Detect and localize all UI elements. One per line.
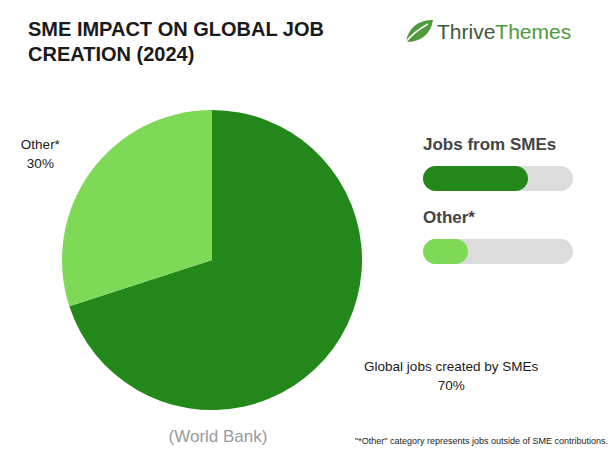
legend-entry: Other* (423, 208, 573, 264)
legend-label: Other* (423, 208, 475, 227)
legend-bar-fill (423, 166, 528, 191)
logo-leaf-vein (406, 24, 428, 42)
brand-part: Themes (495, 20, 571, 43)
chart: SME IMPACT ON GLOBAL JOB CREATION (2024) T… (0, 0, 615, 461)
slice-value-label: 70% (438, 378, 465, 393)
legend-bar-track (423, 239, 573, 264)
pie (62, 110, 362, 410)
legend-label: Jobs from SMEs (423, 135, 556, 154)
brand: ThriveThemes (437, 20, 571, 43)
slice-label: Other* 30% (21, 137, 61, 171)
source: (World Bank) (169, 427, 268, 446)
legend-bar-track (423, 166, 573, 191)
footnote: "*Other" category represents jobs outsid… (355, 436, 608, 446)
logo-leaf (406, 20, 433, 42)
legend-entry: Jobs from SMEs (423, 135, 573, 191)
background (0, 0, 615, 461)
brand-part: Thrive (437, 20, 495, 43)
slice-category: Other* (21, 137, 61, 152)
legend-bar-fill (423, 239, 468, 264)
title: CREATION (2024) (28, 43, 194, 65)
logo: ThriveThemes (406, 20, 571, 43)
pie-slice (62, 110, 212, 306)
slice-label: Global jobs created by SMEs 70% (364, 359, 538, 393)
slice-category: Global jobs created by SMEs (364, 359, 538, 374)
slice-value-label: 30% (27, 156, 54, 171)
title: SME IMPACT ON GLOBAL JOB (28, 18, 324, 40)
